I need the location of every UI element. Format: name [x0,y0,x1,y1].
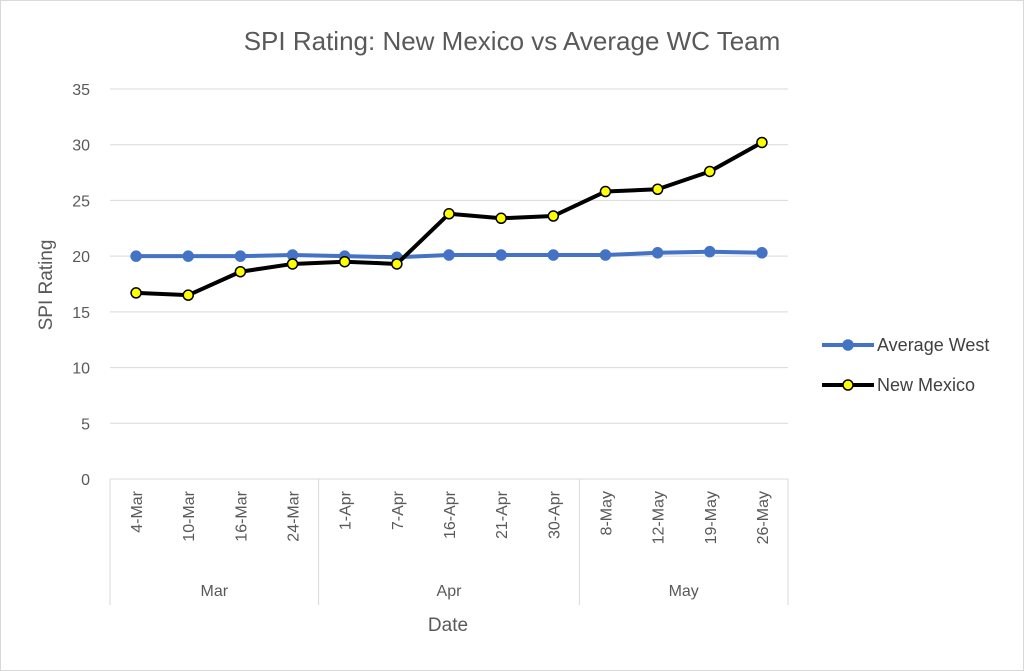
x-tick-label: 4-Mar [129,490,146,532]
data-point [547,249,560,261]
data-point [599,185,612,198]
group-label-apr: Apr [437,583,463,600]
y-tick-label: 25 [72,193,90,210]
chart-title: SPI Rating: New Mexico vs Average WC Tea… [244,26,781,56]
legend-label: New Mexico [877,375,975,395]
group-label-may: May [669,583,699,600]
data-point [704,165,716,178]
legend-item: Average West [822,335,989,355]
y-tick-label: 5 [81,416,90,433]
y-tick-label: 10 [72,361,90,378]
data-point [547,210,560,222]
data-point [338,255,351,268]
series-layer [130,136,768,301]
x-tick-label: 21-Apr [494,490,511,539]
x-tick-label: 8-May [598,491,615,535]
legend-label: Average West [877,335,989,355]
series-average-west [130,245,768,264]
data-point [182,289,194,301]
data-point [651,183,664,196]
data-point [756,136,768,149]
data-point [495,212,507,225]
legend: Average West New Mexico [822,335,989,395]
group-label-mar: Mar [201,583,229,600]
data-point [130,287,142,299]
y-tick-label: 35 [72,82,90,99]
data-point [704,245,716,258]
data-point [286,258,299,270]
legend-marker [842,339,854,351]
x-tick-label: 24-Mar [286,490,303,541]
x-tick-label: 7-Apr [390,490,407,530]
legend-marker [842,379,854,391]
series-new-mexico [130,136,768,301]
data-point [234,265,247,278]
data-point [756,247,768,259]
data-point [182,250,194,262]
x-tick-label: 12-May [651,491,668,544]
x-tick-label: 16-Mar [233,490,250,541]
data-point [130,250,142,262]
legend-item: New Mexico [822,375,975,395]
x-axis: 4-Mar 10-Mar 16-Mar 24-Mar 1-Apr 7-Apr 16-Apr 2… [109,478,789,605]
x-tick-label: 19-May [703,491,720,544]
x-tick-label: 10-Mar [181,490,198,541]
data-point [495,249,507,261]
y-tick-label: 20 [72,249,90,266]
y-axis-title: SPI Rating [36,240,57,331]
x-tick-label: 30-Apr [546,490,563,539]
data-point [391,258,403,270]
x-tick-label: 26-May [755,491,772,544]
x-axis-title: Date [428,615,468,636]
data-point [443,249,455,261]
y-axis-ticks: 0 5 10 15 20 25 30 35 [72,82,90,489]
data-point [599,249,612,261]
data-point [651,247,664,259]
data-point [234,250,247,262]
data-point [443,208,455,220]
y-tick-label: 30 [72,138,90,155]
x-tick-label: 1-Apr [338,490,355,530]
y-tick-label: 15 [72,305,90,322]
y-tick-label: 0 [81,472,90,489]
x-tick-label: 16-Apr [442,490,459,539]
